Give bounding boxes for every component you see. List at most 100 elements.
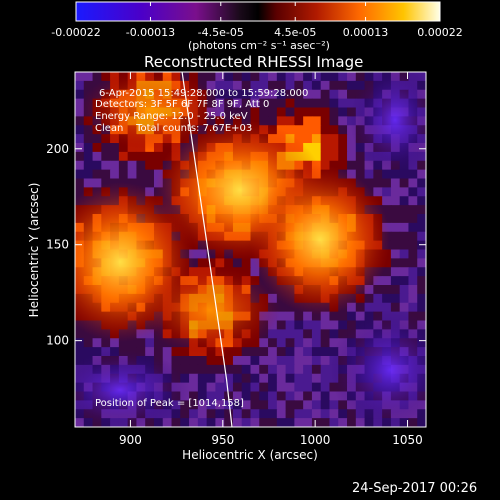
heatmap-cell bbox=[250, 72, 260, 82]
heatmap-cell bbox=[285, 80, 295, 91]
heatmap-cell bbox=[320, 382, 330, 393]
heatmap-cell bbox=[268, 364, 278, 375]
heatmap-cell bbox=[259, 356, 269, 366]
heatmap-cell bbox=[390, 205, 401, 215]
heatmap-cell bbox=[101, 151, 111, 162]
heatmap-cell bbox=[83, 169, 94, 180]
heatmap-cell bbox=[355, 160, 366, 171]
heatmap-cell bbox=[276, 400, 287, 410]
heatmap-cell bbox=[92, 134, 102, 144]
heatmap-cell bbox=[382, 293, 392, 304]
heatmap-cell bbox=[83, 134, 94, 144]
heatmap-cell bbox=[338, 125, 348, 135]
heatmap-cell bbox=[399, 293, 409, 304]
heatmap-cell bbox=[311, 80, 322, 91]
heatmap-cell bbox=[206, 72, 216, 82]
x-tick-label: 1000 bbox=[300, 433, 331, 447]
heatmap-cell bbox=[408, 258, 418, 268]
cool-region-lower-right bbox=[330, 310, 426, 427]
heatmap-cell bbox=[364, 178, 374, 188]
heatmap-cell bbox=[338, 89, 348, 100]
heatmap-cell bbox=[417, 231, 426, 242]
heatmap-cell bbox=[382, 205, 392, 215]
heatmap-cell bbox=[153, 160, 164, 171]
heatmap-cell bbox=[347, 80, 357, 91]
y-tick-label: 100 bbox=[46, 334, 69, 348]
colorbar-tick-label: -4.5e-05 bbox=[198, 26, 244, 39]
heatmap-cell bbox=[189, 418, 199, 427]
heatmap-cell bbox=[110, 338, 120, 348]
heatmap-cell bbox=[110, 151, 120, 162]
heatmap-cell bbox=[311, 347, 322, 357]
heatmap-cell bbox=[329, 400, 339, 410]
heatmap-cell bbox=[285, 391, 295, 401]
heatmap-cell bbox=[83, 347, 94, 357]
heatmap-cell bbox=[145, 160, 155, 171]
heatmap-cell bbox=[153, 151, 164, 162]
heatmap-cell bbox=[285, 364, 295, 375]
heatmap-cell bbox=[417, 276, 426, 286]
heatmap-cell bbox=[189, 382, 199, 393]
heatmap-cell bbox=[347, 418, 357, 427]
heatmap-cell bbox=[364, 293, 374, 304]
heatmap-cell bbox=[232, 107, 243, 117]
heatmap-cell bbox=[268, 373, 278, 384]
heatmap-cell bbox=[215, 400, 225, 410]
heatmap-cell bbox=[408, 240, 418, 251]
heatmap-cell bbox=[408, 302, 418, 313]
heatmap-cell bbox=[75, 160, 85, 171]
heatmap-cell bbox=[127, 151, 137, 162]
heatmap-cell bbox=[285, 311, 295, 322]
heatmap-cell bbox=[232, 418, 243, 427]
heatmap-cell bbox=[399, 196, 409, 206]
heatmap-cell bbox=[75, 169, 85, 180]
heatmap-cell bbox=[320, 72, 330, 82]
heatmap-cell bbox=[110, 169, 120, 180]
axis-ticks: 900 950 1000 1050 100 150 200 bbox=[46, 72, 426, 447]
heatmap-cell bbox=[390, 293, 401, 304]
heatmap-cell bbox=[303, 409, 313, 419]
heatmap-cell bbox=[408, 214, 418, 224]
heatmap-cell bbox=[206, 356, 216, 366]
heatmap-cell bbox=[215, 98, 225, 109]
heatmap-cell bbox=[347, 143, 357, 153]
heatmap-cell bbox=[92, 338, 102, 348]
cool-region-top-right bbox=[350, 72, 426, 175]
heatmap-cell bbox=[347, 151, 357, 162]
heatmap-cell bbox=[276, 418, 287, 427]
colorbar: -0.00022 -0.00013 -4.5e-05 4.5e-05 0.00013 0.… bbox=[51, 1, 463, 39]
heatmap-cell bbox=[311, 89, 322, 100]
heatmap-cell bbox=[268, 80, 278, 91]
heatmap-cell bbox=[364, 302, 374, 313]
heatmap-cell bbox=[110, 160, 120, 171]
heatmap-cell bbox=[232, 400, 243, 410]
heatmap-cell bbox=[259, 72, 269, 82]
heatmap-cell bbox=[215, 418, 225, 427]
heatmap-cell bbox=[206, 258, 216, 268]
heatmap-cell bbox=[311, 400, 322, 410]
heatmap-cell bbox=[285, 320, 295, 330]
heatmap-cell bbox=[303, 125, 313, 135]
heatmap-cell bbox=[373, 285, 383, 295]
heatmap-cell bbox=[303, 356, 313, 366]
heatmap-cell bbox=[382, 285, 392, 295]
heatmap-cell bbox=[320, 364, 330, 375]
heatmap-cell bbox=[311, 338, 322, 348]
heatmap-cell bbox=[268, 391, 278, 401]
heatmap-cell bbox=[329, 98, 339, 109]
heatmap-cell bbox=[136, 338, 146, 348]
heatmap-cell bbox=[408, 231, 418, 242]
heatmap-cell bbox=[338, 311, 348, 322]
heatmap-cell bbox=[303, 391, 313, 401]
heatmap-cell bbox=[215, 80, 225, 91]
heatmap-cell bbox=[197, 418, 208, 427]
heatmap-cell bbox=[259, 418, 269, 427]
heatmap-cell bbox=[250, 373, 260, 384]
heatmap-cell bbox=[320, 329, 330, 339]
heatmap-cell bbox=[171, 418, 181, 427]
heatmap-cell bbox=[311, 125, 322, 135]
heatmap-cell bbox=[320, 409, 330, 419]
heatmap-cell bbox=[83, 125, 94, 135]
heatmap-cell bbox=[294, 329, 304, 339]
heatmap-cell bbox=[390, 231, 401, 242]
